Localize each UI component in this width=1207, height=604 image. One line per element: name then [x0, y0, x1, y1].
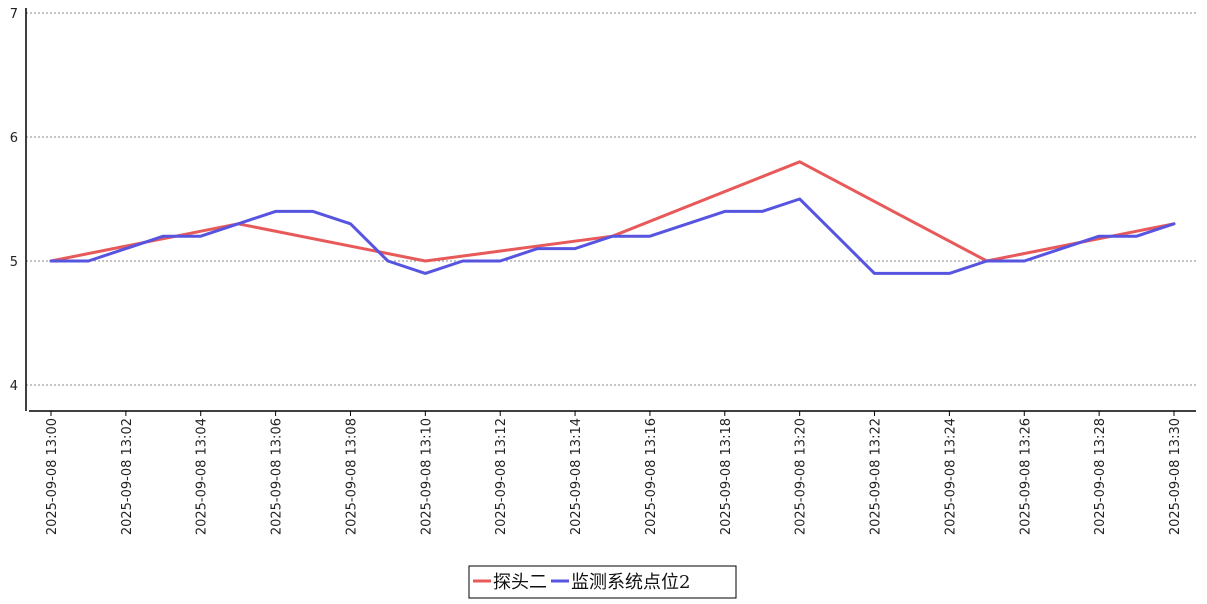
- y-tick-label: 4: [10, 379, 18, 394]
- x-tick-label: 2025-09-08 13:28: [1093, 418, 1108, 535]
- series-lines: [49, 160, 1176, 275]
- x-tick-label: 2025-09-08 13:18: [719, 418, 734, 535]
- series-line-2: [49, 197, 1176, 275]
- legend: 探头二 监测系统点位2: [468, 565, 737, 599]
- y-tick-label: 7: [10, 7, 18, 22]
- x-tick-label: 2025-09-08 13:04: [195, 418, 210, 535]
- x-tick-label: 2025-09-08 13:12: [494, 418, 509, 535]
- legend-label-2: 监测系统点位2: [571, 572, 690, 593]
- x-tick-label: 2025-09-08 13:08: [344, 418, 359, 535]
- y-tick-label: 6: [10, 131, 18, 146]
- x-tick-label: 2025-09-08 13:16: [644, 418, 659, 535]
- grid-lines: [26, 12, 1196, 386]
- x-tick-label: 2025-09-08 13:02: [120, 418, 135, 535]
- x-axis-ticks: 2025-09-08 13:00 2025-09-08 13:02 2025-09-…: [45, 411, 1183, 535]
- y-axis-ticks: 4 5 6 7: [10, 7, 18, 394]
- x-tick-label: 2025-09-08 13:22: [869, 418, 884, 535]
- x-tick-label: 2025-09-08 13:14: [569, 418, 584, 535]
- legend-box: [468, 565, 737, 599]
- x-tick-label: 2025-09-08 13:30: [1168, 418, 1183, 535]
- axes: [25, 8, 1196, 412]
- x-tick-label: 2025-09-08 13:10: [419, 418, 434, 535]
- series-line-1: [49, 160, 1176, 263]
- y-tick-label: 5: [10, 255, 18, 270]
- x-tick-label: 2025-09-08 13:20: [794, 418, 809, 535]
- x-tick-label: 2025-09-08 13:06: [270, 418, 285, 535]
- x-tick-label: 2025-09-08 13:24: [943, 418, 958, 535]
- x-tick-label: 2025-09-08 13:00: [45, 418, 60, 535]
- legend-label-1: 探头二: [493, 572, 547, 593]
- x-tick-label: 2025-09-08 13:26: [1018, 418, 1033, 535]
